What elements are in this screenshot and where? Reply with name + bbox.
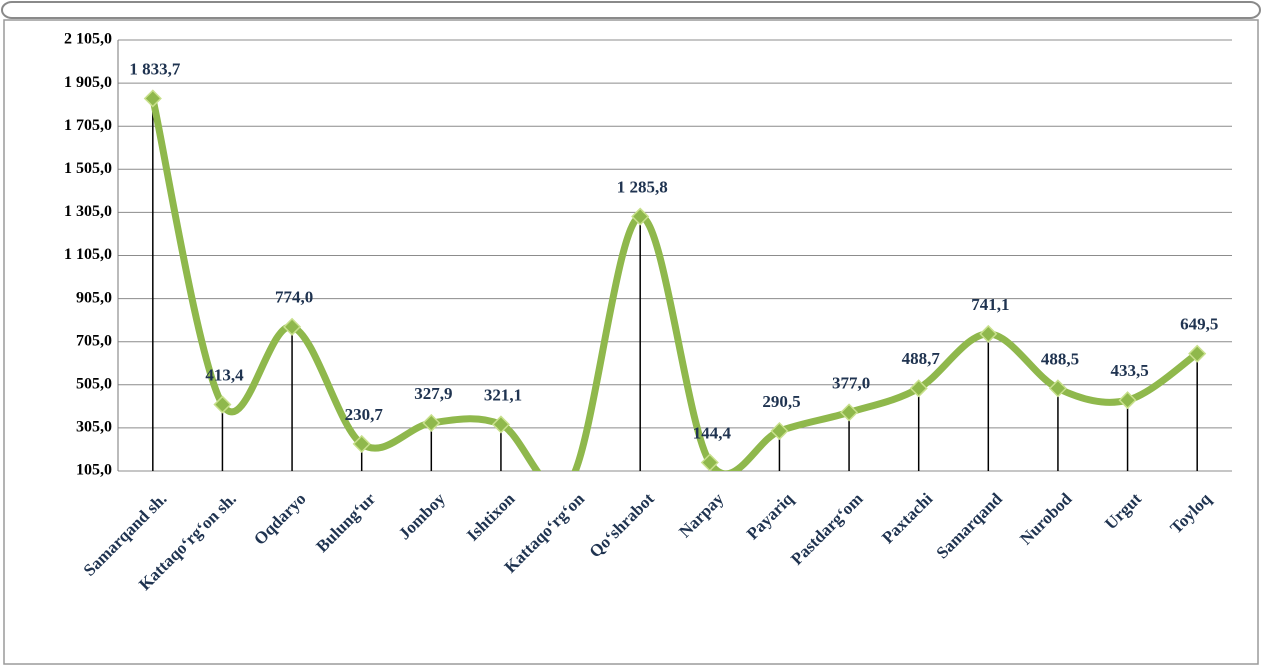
y-tick-label: 1 105,0 <box>64 246 112 263</box>
value-label: 741,1 <box>971 295 1009 314</box>
marker <box>352 434 371 453</box>
value-label: 488,7 <box>902 349 941 368</box>
marker <box>979 324 998 343</box>
marker <box>1188 344 1207 363</box>
y-tick-label: 705,0 <box>76 332 112 349</box>
value-label: 290,5 <box>762 392 800 411</box>
marker <box>770 421 789 441</box>
value-label: 433,5 <box>1110 361 1148 380</box>
marker <box>909 379 928 398</box>
y-tick-label: 2 105,0 <box>64 31 112 48</box>
value-label: 1 285,8 <box>617 177 668 196</box>
y-tick-label: 505,0 <box>76 375 112 392</box>
marker <box>1048 379 1068 398</box>
marker <box>840 403 859 422</box>
plot-area <box>143 89 1207 471</box>
value-label: 327,9 <box>414 384 452 403</box>
marker <box>283 317 302 336</box>
value-label: 488,5 <box>1041 349 1079 368</box>
value-label: 1 833,7 <box>129 59 181 78</box>
y-tick-label: 905,0 <box>76 289 112 306</box>
value-label: 144,4 <box>693 423 732 442</box>
marker <box>700 453 719 471</box>
y-tick-label: 305,0 <box>76 419 112 436</box>
marker <box>422 413 441 433</box>
value-label: 774,0 <box>275 288 313 307</box>
marker <box>1118 391 1137 410</box>
marker <box>213 395 232 414</box>
value-label: 230,7 <box>345 405 384 424</box>
value-label: 413,4 <box>205 365 244 384</box>
marker <box>143 89 162 108</box>
marker <box>491 415 510 434</box>
value-label: 377,0 <box>832 373 870 392</box>
y-tick-label: 105,0 <box>76 462 112 479</box>
value-label: 321,1 <box>484 385 522 404</box>
y-tick-label: 1 705,0 <box>64 117 112 134</box>
top-frame <box>1 1 1261 19</box>
y-tick-label: 1 905,0 <box>64 74 112 91</box>
marker <box>631 207 650 226</box>
value-label: 649,5 <box>1180 315 1218 334</box>
y-tick-label: 1 305,0 <box>64 203 112 220</box>
y-tick-label: 1 505,0 <box>64 160 112 177</box>
